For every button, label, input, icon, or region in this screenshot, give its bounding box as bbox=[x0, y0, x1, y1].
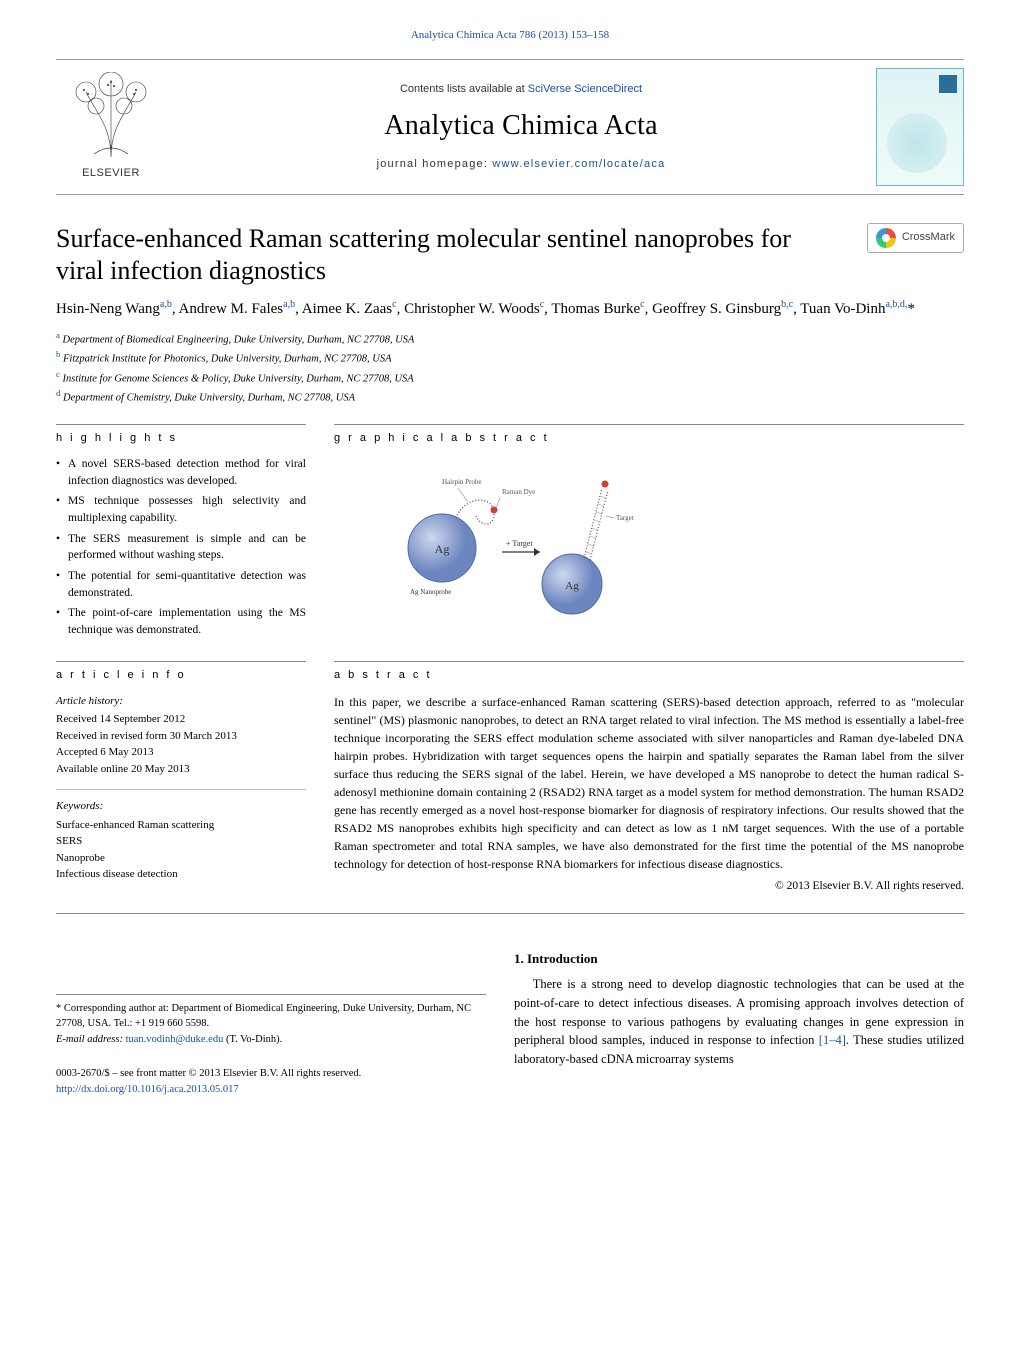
crossmark-label: CrossMark bbox=[902, 230, 955, 245]
svg-text:Ag Nanoprobe: Ag Nanoprobe bbox=[410, 588, 451, 596]
corresponding-footnote: * Corresponding author at: Department of… bbox=[56, 994, 486, 1048]
keyword-line: Nanoprobe bbox=[56, 850, 306, 867]
crossmark-button[interactable]: CrossMark bbox=[867, 223, 964, 253]
highlight-item: The point-of-care implementation using t… bbox=[56, 605, 306, 638]
history-label: Article history: bbox=[56, 693, 306, 710]
corresponding-text: Corresponding author at: Department of B… bbox=[56, 1003, 471, 1030]
corresponding-email-link[interactable]: tuan.vodinh@duke.edu bbox=[126, 1034, 224, 1045]
history-line: Available online 20 May 2013 bbox=[56, 761, 306, 778]
history-line: Accepted 6 May 2013 bbox=[56, 744, 306, 761]
keyword-line: SERS bbox=[56, 833, 306, 850]
crossmark-icon bbox=[876, 228, 896, 248]
journal-title: Analytica Chimica Acta bbox=[166, 107, 876, 145]
highlights-list: A novel SERS-based detection method for … bbox=[56, 456, 306, 639]
email-suffix: (T. Vo-Dinh). bbox=[223, 1034, 282, 1045]
keyword-line: Infectious disease detection bbox=[56, 866, 306, 883]
star-icon: * bbox=[56, 1003, 61, 1014]
abstract-text: In this paper, we describe a surface-enh… bbox=[334, 693, 964, 873]
email-label: E-mail address: bbox=[56, 1034, 126, 1045]
masthead: ELSEVIER Contents lists available at Sci… bbox=[56, 59, 964, 195]
intro-heading: 1. Introduction bbox=[514, 950, 964, 968]
svg-text:Hairpin Probe: Hairpin Probe bbox=[442, 478, 481, 486]
contents-prefix: Contents lists available at bbox=[400, 83, 528, 95]
doi-link[interactable]: http://dx.doi.org/10.1016/j.aca.2013.05.… bbox=[56, 1084, 239, 1095]
highlight-item: The potential for semi-quantitative dete… bbox=[56, 568, 306, 601]
intro-paragraph: There is a strong need to develop diagno… bbox=[514, 975, 964, 1069]
highlight-item: The SERS measurement is simple and can b… bbox=[56, 531, 306, 564]
svg-text:Raman Dye: Raman Dye bbox=[502, 488, 535, 496]
keywords-label: Keywords: bbox=[56, 798, 306, 815]
keyword-line: Surface-enhanced Raman scattering bbox=[56, 817, 306, 834]
affiliation-line: a Department of Biomedical Engineering, … bbox=[56, 329, 964, 348]
ref-link[interactable]: [1–4] bbox=[819, 1033, 846, 1047]
elsevier-tree-logo bbox=[66, 72, 156, 162]
article-info: Article history: Received 14 September 2… bbox=[56, 693, 306, 883]
footer-block: 0003-2670/$ – see front matter © 2013 El… bbox=[56, 1066, 486, 1098]
abstract-copyright: © 2013 Elsevier B.V. All rights reserved… bbox=[334, 879, 964, 895]
author-list: Hsin-Neng Wanga,b, Andrew M. Falesa,b, A… bbox=[56, 298, 964, 319]
contents-line: Contents lists available at SciVerse Sci… bbox=[166, 82, 876, 97]
elsevier-wordmark: ELSEVIER bbox=[82, 166, 140, 181]
highlight-item: A novel SERS-based detection method for … bbox=[56, 456, 306, 489]
svg-text:Ag: Ag bbox=[435, 542, 450, 556]
masthead-center: Contents lists available at SciVerse Sci… bbox=[166, 82, 876, 171]
abstract-heading: a b s t r a c t bbox=[334, 661, 964, 683]
homepage-link[interactable]: www.elsevier.com/locate/aca bbox=[492, 158, 665, 170]
sciencedirect-link[interactable]: SciVerse ScienceDirect bbox=[528, 83, 642, 95]
affiliation-line: c Institute for Genome Sciences & Policy… bbox=[56, 368, 964, 387]
citation-header: Analytica Chimica Acta 786 (2013) 153–15… bbox=[56, 28, 964, 43]
homepage-prefix: journal homepage: bbox=[377, 158, 493, 170]
svg-text:Target: Target bbox=[616, 514, 634, 522]
article-title: Surface-enhanced Raman scattering molecu… bbox=[56, 223, 836, 288]
article-info-heading: a r t i c l e i n f o bbox=[56, 661, 306, 683]
affiliation-line: b Fitzpatrick Institute for Photonics, D… bbox=[56, 348, 964, 367]
graphical-abstract-heading: g r a p h i c a l a b s t r a c t bbox=[334, 424, 964, 446]
svg-text:Ag: Ag bbox=[565, 580, 579, 592]
history-line: Received 14 September 2012 bbox=[56, 711, 306, 728]
highlights-heading: h i g h l i g h t s bbox=[56, 424, 306, 446]
publisher-block: ELSEVIER bbox=[56, 72, 166, 181]
graphical-abstract-figure: Ag Ag Nanoprobe Hairpin Probe Raman Dye … bbox=[384, 466, 664, 626]
journal-cover-thumb bbox=[876, 68, 964, 186]
citation-link[interactable]: Analytica Chimica Acta 786 (2013) 153–15… bbox=[411, 29, 609, 41]
divider bbox=[56, 913, 964, 914]
graphical-abstract: Ag Ag Nanoprobe Hairpin Probe Raman Dye … bbox=[334, 456, 964, 636]
issn-line: 0003-2670/$ – see front matter © 2013 El… bbox=[56, 1066, 486, 1082]
history-line: Received in revised form 30 March 2013 bbox=[56, 728, 306, 745]
affiliations: a Department of Biomedical Engineering, … bbox=[56, 329, 964, 406]
homepage-line: journal homepage: www.elsevier.com/locat… bbox=[166, 157, 876, 172]
divider bbox=[56, 789, 306, 790]
affiliation-line: d Department of Chemistry, Duke Universi… bbox=[56, 387, 964, 406]
svg-text:+ Target: + Target bbox=[506, 539, 533, 548]
highlight-item: MS technique possesses high selectivity … bbox=[56, 493, 306, 526]
